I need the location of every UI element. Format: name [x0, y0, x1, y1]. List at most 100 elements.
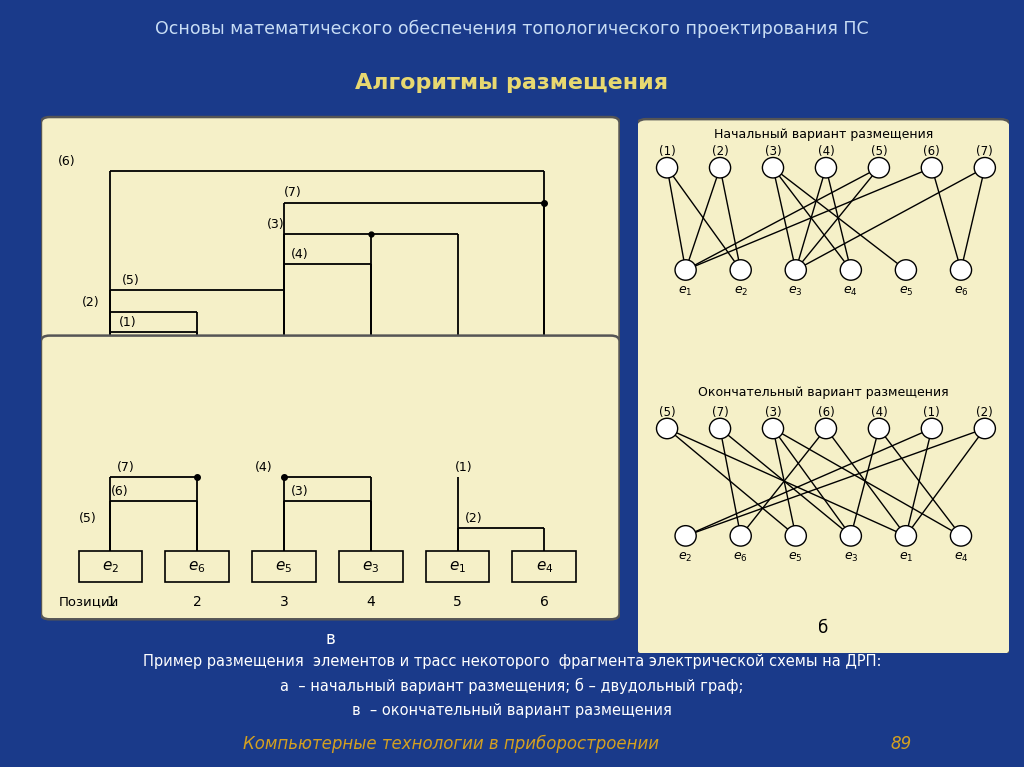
- Text: (3): (3): [291, 485, 308, 498]
- Text: $e_5$: $e_5$: [788, 551, 803, 564]
- FancyBboxPatch shape: [635, 119, 1012, 656]
- Text: $e_2$: $e_2$: [679, 551, 693, 564]
- Text: $e_3$: $e_3$: [275, 362, 293, 377]
- FancyBboxPatch shape: [41, 117, 620, 427]
- Circle shape: [974, 157, 995, 178]
- FancyBboxPatch shape: [79, 354, 142, 386]
- Text: (5): (5): [79, 512, 96, 525]
- Text: 2: 2: [193, 399, 202, 413]
- Text: (6): (6): [111, 485, 128, 498]
- Circle shape: [868, 157, 890, 178]
- Text: $e_4$: $e_4$: [844, 285, 858, 298]
- Text: Окончательный вариант размещения: Окончательный вариант размещения: [698, 387, 948, 399]
- FancyBboxPatch shape: [165, 551, 229, 582]
- Text: $e_4$: $e_4$: [536, 559, 553, 574]
- Text: (5): (5): [122, 274, 139, 287]
- Text: $e_6$: $e_6$: [536, 362, 553, 377]
- Text: Компьютерные технологии в приборостроении: Компьютерные технологии в приборостроени…: [243, 735, 658, 753]
- Text: (1): (1): [658, 145, 676, 158]
- Text: 1: 1: [105, 594, 115, 609]
- Text: (1): (1): [924, 406, 940, 419]
- Text: 6: 6: [540, 594, 549, 609]
- Text: $e_1$: $e_1$: [101, 362, 119, 377]
- Text: (3): (3): [765, 406, 781, 419]
- Text: (6): (6): [58, 155, 76, 167]
- Circle shape: [675, 260, 696, 280]
- Circle shape: [895, 260, 916, 280]
- Text: $e_2$: $e_2$: [101, 559, 119, 574]
- Text: в  – окончательный вариант размещения: в – окончательный вариант размещения: [352, 703, 672, 718]
- Text: (4): (4): [255, 461, 272, 474]
- Text: $e_1$: $e_1$: [899, 551, 913, 564]
- Text: $e_6$: $e_6$: [188, 559, 206, 574]
- Text: $e_6$: $e_6$: [733, 551, 748, 564]
- Text: Позиции: Позиции: [58, 399, 119, 412]
- Text: (2): (2): [465, 512, 482, 525]
- Text: Начальный вариант размещения: Начальный вариант размещения: [714, 128, 933, 141]
- Text: $e_5$: $e_5$: [449, 362, 466, 377]
- Text: (7): (7): [712, 406, 728, 419]
- Text: $e_5$: $e_5$: [899, 285, 913, 298]
- Text: (2): (2): [977, 406, 993, 419]
- Circle shape: [656, 418, 678, 439]
- Text: $e_5$: $e_5$: [275, 559, 293, 574]
- Text: (2): (2): [82, 296, 99, 309]
- Text: а: а: [326, 438, 335, 456]
- FancyBboxPatch shape: [339, 551, 402, 582]
- Text: Алгоритмы размещения: Алгоритмы размещения: [355, 73, 669, 93]
- Text: 2: 2: [193, 594, 202, 609]
- Text: 5: 5: [454, 399, 462, 413]
- Circle shape: [895, 525, 916, 546]
- Text: 89: 89: [891, 735, 911, 753]
- Text: (2): (2): [712, 145, 728, 158]
- Text: 3: 3: [280, 399, 289, 413]
- Text: 6: 6: [540, 399, 549, 413]
- Circle shape: [868, 418, 890, 439]
- Text: Основы математического обеспечения топологического проектирования ПС: Основы математического обеспечения топол…: [156, 20, 868, 38]
- Text: $e_1$: $e_1$: [449, 559, 466, 574]
- FancyBboxPatch shape: [252, 354, 315, 386]
- Text: $e_4$: $e_4$: [362, 362, 380, 377]
- Text: (4): (4): [870, 406, 887, 419]
- Text: 1: 1: [105, 399, 115, 413]
- Text: (7): (7): [118, 461, 135, 474]
- Text: (7): (7): [977, 145, 993, 158]
- FancyBboxPatch shape: [512, 551, 577, 582]
- FancyBboxPatch shape: [252, 551, 315, 582]
- Text: в: в: [326, 630, 335, 648]
- Text: (4): (4): [817, 145, 835, 158]
- Text: (6): (6): [817, 406, 835, 419]
- Text: 5: 5: [454, 594, 462, 609]
- Circle shape: [950, 525, 972, 546]
- Circle shape: [785, 260, 806, 280]
- Text: б: б: [818, 619, 828, 637]
- Circle shape: [974, 418, 995, 439]
- Text: 3: 3: [280, 594, 289, 609]
- Text: 4: 4: [367, 399, 375, 413]
- Text: $e_1$: $e_1$: [678, 285, 693, 298]
- Circle shape: [710, 418, 730, 439]
- Text: (5): (5): [658, 406, 676, 419]
- Text: $e_3$: $e_3$: [788, 285, 803, 298]
- Text: (4): (4): [291, 248, 308, 261]
- Circle shape: [710, 157, 730, 178]
- Text: $e_3$: $e_3$: [844, 551, 858, 564]
- Text: $e_4$: $e_4$: [953, 551, 969, 564]
- Text: (5): (5): [870, 145, 887, 158]
- Text: $e_2$: $e_2$: [188, 362, 206, 377]
- FancyBboxPatch shape: [79, 551, 142, 582]
- Text: а  – начальный вариант размещения; б – двудольный граф;: а – начальный вариант размещения; б – дв…: [281, 677, 743, 694]
- Circle shape: [922, 418, 942, 439]
- Circle shape: [841, 525, 861, 546]
- Circle shape: [785, 525, 806, 546]
- Text: (3): (3): [266, 219, 285, 231]
- Circle shape: [730, 260, 752, 280]
- Circle shape: [922, 157, 942, 178]
- Text: Пример размещения  элементов и трасс некоторого  фрагмента электрической схемы н: Пример размещения элементов и трасс неко…: [142, 653, 882, 669]
- FancyBboxPatch shape: [41, 336, 620, 619]
- Circle shape: [950, 260, 972, 280]
- Text: $e_3$: $e_3$: [362, 559, 379, 574]
- Text: (7): (7): [284, 186, 302, 199]
- FancyBboxPatch shape: [339, 354, 402, 386]
- Text: (1): (1): [119, 316, 136, 329]
